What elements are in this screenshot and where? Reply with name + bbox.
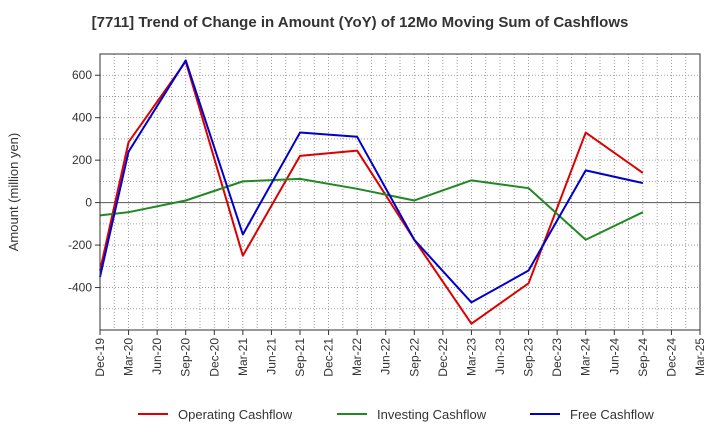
y-tick-label: 600 [72, 68, 92, 82]
x-tick-label: Mar-22 [350, 338, 364, 376]
x-tick-label: Sep-24 [636, 338, 650, 377]
series-line-operating-cashflow [99, 60, 644, 325]
x-tick-label: Jun-24 [607, 338, 621, 375]
x-tick-label: Sep-23 [522, 338, 536, 377]
series-line-free-cashflow [99, 59, 644, 304]
chart-title: [7711] Trend of Change in Amount (YoY) o… [91, 14, 629, 31]
x-tick-label: Mar-25 [693, 338, 707, 376]
x-tick-label: Dec-23 [550, 338, 564, 377]
legend-label: Operating Cashflow [178, 407, 293, 422]
y-tick-label: 0 [85, 196, 92, 210]
horizontal-gridlines [100, 74, 700, 310]
y-tick-label: -200 [68, 238, 92, 252]
x-axis: Dec-19 Mar-20 Jun-20 Sep-20 Dec-20 Mar-21 Jun-… [93, 330, 707, 377]
legend: Operating Cashflow Investing Cashflow Free… [138, 407, 654, 422]
y-tick-label: 400 [72, 111, 92, 125]
y-axis-label: Amount (million yen) [6, 133, 21, 252]
x-tick-label: Dec-21 [322, 338, 336, 377]
vertical-gridlines [113, 54, 687, 330]
x-tick-label: Sep-22 [407, 338, 421, 377]
plot-border [99, 53, 701, 331]
y-tick-label: -400 [68, 281, 92, 295]
x-tick-label: Mar-23 [464, 338, 478, 376]
x-tick-label: Sep-20 [179, 338, 193, 377]
legend-label: Investing Cashflow [377, 407, 487, 422]
x-tick-label: Mar-21 [236, 338, 250, 376]
x-tick-label: Sep-21 [293, 338, 307, 377]
x-tick-label: Mar-24 [579, 338, 593, 376]
x-tick-label: Jun-21 [264, 338, 278, 375]
x-tick-label: Dec-24 [664, 338, 678, 377]
x-tick-label: Dec-20 [207, 338, 221, 377]
y-axis: -400 -200 0 200 400 600 [68, 68, 100, 295]
x-tick-label: Jun-22 [379, 338, 393, 375]
y-tick-label: 200 [72, 153, 92, 167]
series-line-investing-cashflow [99, 177, 644, 241]
x-tick-label: Jun-23 [493, 338, 507, 375]
legend-label: Free Cashflow [570, 407, 654, 422]
series-layer [99, 59, 644, 325]
x-tick-label: Jun-20 [150, 338, 164, 375]
x-tick-label: Dec-22 [436, 338, 450, 377]
x-tick-label: Mar-20 [122, 338, 136, 376]
x-tick-label: Dec-19 [93, 338, 107, 377]
